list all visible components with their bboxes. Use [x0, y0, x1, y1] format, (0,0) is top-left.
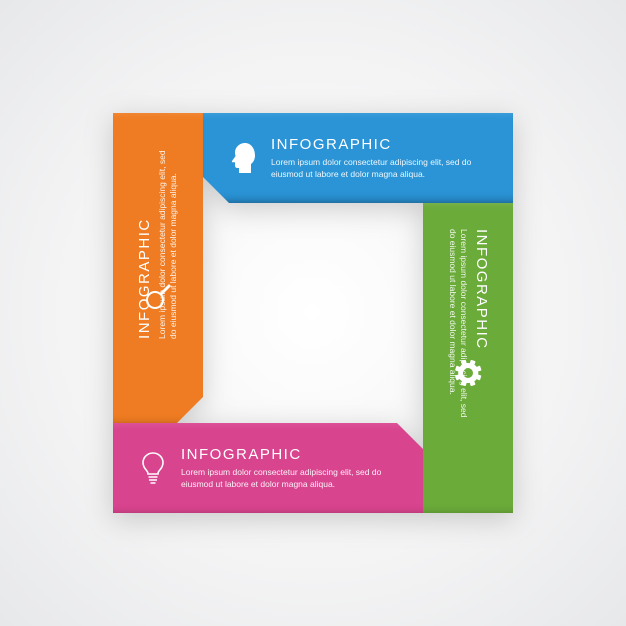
segment-right: INFOGRAPHIC Lorem ipsum dolor consectetu… — [423, 203, 513, 513]
segment-bottom-body: Lorem ipsum dolor consectetur adipiscing… — [181, 467, 405, 490]
segment-right-text: INFOGRAPHIC Lorem ipsum dolor consectetu… — [446, 229, 490, 429]
segment-top-text: INFOGRAPHIC Lorem ipsum dolor consectetu… — [265, 136, 495, 180]
segment-right-title: INFOGRAPHIC — [473, 229, 490, 429]
bulb-icon — [131, 451, 175, 485]
segment-top: INFOGRAPHIC Lorem ipsum dolor consectetu… — [203, 113, 513, 203]
segment-right-body: Lorem ipsum dolor consectetur adipiscing… — [446, 229, 469, 429]
segment-left: INFOGRAPHIC Lorem ipsum dolor consectetu… — [113, 113, 203, 423]
segment-bottom-title: INFOGRAPHIC — [181, 446, 405, 463]
infographic-frame: INFOGRAPHIC Lorem ipsum dolor consectetu… — [113, 113, 513, 513]
head-icon — [221, 141, 265, 175]
segment-top-body: Lorem ipsum dolor consectetur adipiscing… — [271, 157, 495, 180]
segment-top-title: INFOGRAPHIC — [271, 136, 495, 153]
segment-bottom-text: INFOGRAPHIC Lorem ipsum dolor consectetu… — [175, 446, 405, 490]
magnifier-icon — [136, 282, 180, 312]
segment-bottom: INFOGRAPHIC Lorem ipsum dolor consectetu… — [113, 423, 423, 513]
